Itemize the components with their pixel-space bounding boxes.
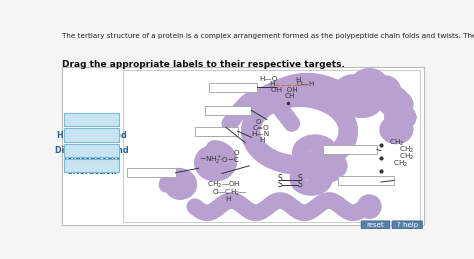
Text: O: O <box>234 150 239 156</box>
Text: reset: reset <box>366 222 384 228</box>
Text: C=O: C=O <box>252 125 269 131</box>
Text: S: S <box>278 174 283 183</box>
Text: Disulphide bond: Disulphide bond <box>55 146 128 155</box>
Text: O—CH$_2$—: O—CH$_2$— <box>212 188 248 198</box>
Text: H: H <box>269 81 274 87</box>
Text: $\cdot$O$-$C: $\cdot$O$-$C <box>219 155 240 164</box>
FancyBboxPatch shape <box>63 67 423 225</box>
FancyBboxPatch shape <box>123 70 420 222</box>
FancyBboxPatch shape <box>361 221 390 229</box>
Text: H—N: H—N <box>251 131 269 137</box>
Text: CH$_2$: CH$_2$ <box>399 145 414 155</box>
Text: Hydrogen bond: Hydrogen bond <box>57 131 127 140</box>
Text: CH$_2$: CH$_2$ <box>389 138 404 148</box>
FancyBboxPatch shape <box>392 221 422 229</box>
Text: CH: CH <box>284 93 295 99</box>
Text: S: S <box>297 180 302 189</box>
FancyBboxPatch shape <box>64 128 119 142</box>
FancyBboxPatch shape <box>64 159 119 172</box>
Text: H: H <box>260 138 265 143</box>
Text: ? help: ? help <box>397 222 418 228</box>
Text: O—H: O—H <box>297 81 315 87</box>
FancyBboxPatch shape <box>338 176 394 185</box>
Text: CH$_2$—OH: CH$_2$—OH <box>208 180 241 190</box>
FancyBboxPatch shape <box>205 106 251 115</box>
FancyBboxPatch shape <box>128 168 175 177</box>
FancyBboxPatch shape <box>195 127 237 136</box>
Text: CH$_2$: CH$_2$ <box>392 159 408 169</box>
FancyBboxPatch shape <box>64 144 119 157</box>
Text: CH$_2$: CH$_2$ <box>399 152 414 162</box>
Text: Hydrophobic
interaction: Hydrophobic interaction <box>63 156 120 176</box>
Text: $-$NH$_2^+$: $-$NH$_2^+$ <box>199 154 222 166</box>
FancyBboxPatch shape <box>323 145 377 154</box>
Text: Drag the appropriate labels to their respective targets.: Drag the appropriate labels to their res… <box>63 60 345 69</box>
Text: OH  OH: OH OH <box>271 87 297 93</box>
Text: O: O <box>255 119 261 125</box>
FancyBboxPatch shape <box>64 113 119 126</box>
Text: S: S <box>278 180 283 189</box>
Text: H: H <box>226 196 231 202</box>
FancyBboxPatch shape <box>209 83 257 92</box>
Text: The tertiary structure of a protein is a complex arrangement formed as the polyp: The tertiary structure of a protein is a… <box>63 33 474 39</box>
Text: S: S <box>297 174 302 183</box>
Text: Salt bridge: Salt bridge <box>67 115 117 124</box>
Text: H: H <box>295 77 301 83</box>
Text: H—O: H—O <box>259 76 278 82</box>
